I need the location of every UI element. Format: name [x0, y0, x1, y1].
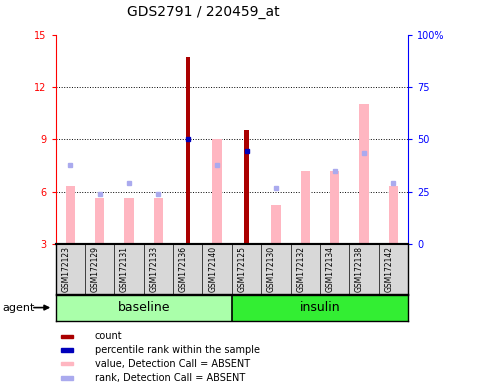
Text: count: count — [95, 331, 123, 341]
Bar — [61, 376, 73, 380]
Text: GSM172132: GSM172132 — [296, 247, 305, 292]
Text: GSM172125: GSM172125 — [238, 247, 246, 292]
Bar — [213, 139, 222, 244]
Bar — [244, 131, 249, 244]
Text: GSM172134: GSM172134 — [326, 247, 335, 293]
Bar — [300, 170, 310, 244]
Bar — [215, 243, 219, 244]
Bar — [124, 199, 134, 244]
Text: GSM172140: GSM172140 — [208, 247, 217, 293]
Bar — [271, 205, 281, 244]
Bar — [391, 243, 396, 244]
Text: value, Detection Call = ABSENT: value, Detection Call = ABSENT — [95, 359, 250, 369]
Text: GSM172130: GSM172130 — [267, 247, 276, 293]
Text: GSM172136: GSM172136 — [179, 247, 188, 293]
Bar — [66, 186, 75, 244]
Bar — [154, 199, 163, 244]
Bar — [98, 243, 102, 244]
Text: GSM172133: GSM172133 — [149, 247, 158, 293]
Text: percentile rank within the sample: percentile rank within the sample — [95, 345, 260, 355]
Bar — [232, 295, 408, 321]
Bar — [68, 243, 72, 244]
Text: GDS2791 / 220459_at: GDS2791 / 220459_at — [128, 5, 280, 19]
Bar — [359, 104, 369, 244]
Text: insulin: insulin — [299, 301, 341, 314]
Bar — [95, 199, 104, 244]
Text: GSM172123: GSM172123 — [61, 247, 70, 292]
Text: GSM172138: GSM172138 — [355, 247, 364, 292]
Bar — [333, 243, 337, 244]
Bar — [330, 170, 340, 244]
Text: GSM172131: GSM172131 — [120, 247, 129, 292]
Bar — [303, 243, 307, 244]
Bar — [389, 186, 398, 244]
Bar — [274, 243, 278, 244]
Text: GSM172129: GSM172129 — [91, 247, 99, 292]
Bar — [362, 243, 366, 244]
Bar — [61, 335, 73, 338]
Bar — [61, 348, 73, 352]
Text: agent: agent — [2, 303, 35, 313]
Bar — [61, 362, 73, 366]
Bar — [156, 243, 160, 244]
Bar — [185, 57, 190, 244]
Text: GSM172142: GSM172142 — [384, 247, 394, 292]
Bar — [127, 243, 131, 244]
Text: rank, Detection Call = ABSENT: rank, Detection Call = ABSENT — [95, 373, 245, 383]
Text: baseline: baseline — [117, 301, 170, 314]
Bar — [56, 295, 232, 321]
